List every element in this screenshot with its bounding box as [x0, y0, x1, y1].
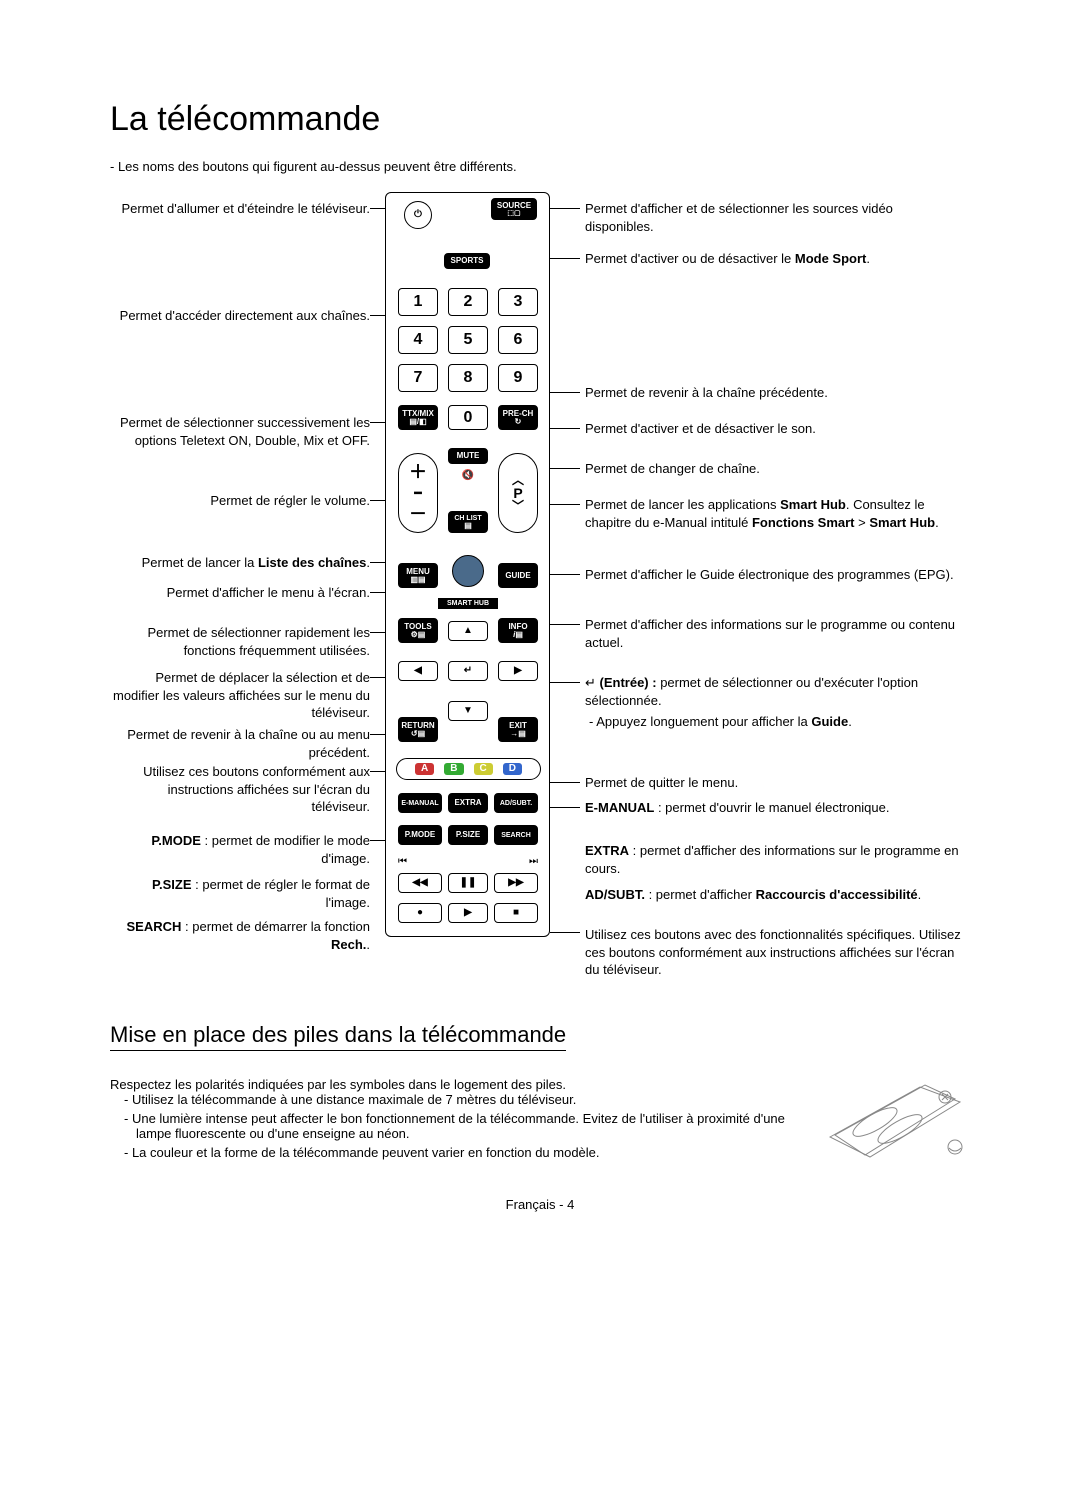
num-9: 9: [498, 364, 538, 392]
top-note: Les noms des boutons qui figurent au-des…: [110, 159, 970, 174]
battery-illustration: [820, 1077, 970, 1167]
page-title: La télécommande: [110, 100, 970, 139]
callout-menu: Permet d'afficher le menu à l'écran.: [110, 584, 370, 602]
callout-volume: Permet de régler le volume.: [110, 492, 370, 510]
callout-chlist: Permet de lancer la Liste des chaînes.: [110, 554, 370, 572]
callout-guide: Permet d'afficher le Guide électronique …: [585, 566, 965, 584]
mute-button: MUTE: [448, 448, 488, 464]
channel-rocker: ︿ P ﹀: [498, 453, 538, 533]
num-3: 3: [498, 288, 538, 316]
callout-sports: Permet d'activer ou de désactiver le Mod…: [585, 250, 965, 268]
enter-button: ↵: [448, 661, 488, 681]
remote-diagram: Permet d'allumer et d'éteindre le télévi…: [110, 192, 970, 992]
callout-return: Permet de revenir à la chaîne ou au menu…: [110, 726, 370, 761]
batteries-title: Mise en place des piles dans la télécomm…: [110, 1022, 566, 1051]
mute-icon: 🔇: [454, 468, 482, 483]
play-button: ▶: [448, 903, 488, 923]
callout-channels: Permet d'accéder directement aux chaînes…: [110, 307, 370, 325]
callout-extra: EXTRA : permet d'afficher des informatio…: [585, 842, 965, 877]
callout-playback: Utilisez ces boutons avec des fonctionna…: [585, 926, 965, 979]
callout-exit: Permet de quitter le menu.: [585, 774, 965, 792]
exit-button: EXIT→▤: [498, 717, 538, 742]
arrow-up: ▲: [448, 621, 488, 641]
volume-rocker: ＋ ━ －: [398, 453, 438, 533]
callout-source: Permet d'afficher et de sélectionner les…: [585, 200, 965, 235]
callout-info: Permet d'afficher des informations sur l…: [585, 616, 965, 651]
callout-prech: Permet de revenir à la chaîne précédente…: [585, 384, 965, 402]
psize-button: P.SIZE: [448, 825, 488, 845]
callout-mute: Permet d'activer et de désactiver le son…: [585, 420, 965, 438]
prech-button: PRE-CH↻: [498, 405, 538, 430]
num-6: 6: [498, 326, 538, 354]
source-button: SOURCE⬚▢: [491, 198, 537, 220]
remote-body: ⏻ SOURCE⬚▢ SPORTS 1 2 3 4 5 6 7 8 9 TTX/…: [385, 192, 550, 937]
info-button: INFOi▤: [498, 618, 538, 643]
num-7: 7: [398, 364, 438, 392]
callout-psize: P.SIZE : permet de régler le format de l…: [110, 876, 370, 911]
batteries-intro: Respectez les polarités indiquées par le…: [110, 1077, 800, 1092]
next-track-icon: ⏭: [529, 855, 538, 869]
callout-chan: Permet de changer de chaîne.: [585, 460, 965, 478]
forward-button: ▶▶: [494, 873, 538, 893]
sports-button: SPORTS: [444, 253, 490, 269]
rewind-button: ◀◀: [398, 873, 442, 893]
return-button: RETURN↺▤: [398, 717, 438, 742]
arrow-left: ◀: [398, 661, 438, 681]
battery-note-1: Utilisez la télécommande à une distance …: [124, 1092, 800, 1107]
emanual-button: E-MANUAL: [398, 793, 442, 813]
search-button: SEARCH: [494, 825, 538, 845]
stop-button: ■: [494, 903, 538, 923]
prev-track-icon: ⏮: [398, 855, 407, 869]
chlist-button: CH LIST▤: [448, 511, 488, 533]
extra-button: EXTRA: [448, 793, 488, 813]
num-4: 4: [398, 326, 438, 354]
smarthub-button: [452, 555, 484, 587]
num-2: 2: [448, 288, 488, 316]
callout-enter: ↵ (Entrée) : permet de sélectionner ou d…: [585, 674, 965, 731]
battery-note-3: La couleur et la forme de la télécommand…: [124, 1145, 800, 1160]
arrow-right: ▶: [498, 661, 538, 681]
num-8: 8: [448, 364, 488, 392]
menu-button: MENU▥▤: [398, 563, 438, 588]
pause-button: ❚❚: [448, 873, 488, 893]
abcd-row: A B C D: [396, 758, 541, 780]
callout-power: Permet d'allumer et d'éteindre le télévi…: [110, 200, 370, 218]
callout-pmode: P.MODE : permet de modifier le mode d'im…: [110, 832, 370, 867]
ttx-button: TTX/MIX▤/◧: [398, 405, 438, 430]
callout-ttx: Permet de sélectionner successivement le…: [110, 414, 370, 449]
adsubt-button: AD/SUBT.: [494, 793, 538, 813]
callout-move: Permet de déplacer la sélection et de mo…: [110, 669, 370, 722]
batteries-section: Respectez les polarités indiquées par le…: [110, 1077, 970, 1167]
callout-adsubt: AD/SUBT. : permet d'afficher Raccourcis …: [585, 886, 965, 904]
record-button: ●: [398, 903, 442, 923]
num-5: 5: [448, 326, 488, 354]
guide-button: GUIDE: [498, 563, 538, 588]
power-button: ⏻: [404, 201, 432, 229]
page-footer: Français - 4: [110, 1197, 970, 1212]
callout-emanual: E-MANUAL : permet d'ouvrir le manuel éle…: [585, 799, 965, 817]
num-0: 0: [448, 405, 488, 430]
num-1: 1: [398, 288, 438, 316]
callout-search: SEARCH : permet de démarrer la fonction …: [110, 918, 370, 953]
arrow-down: ▼: [448, 701, 488, 721]
pmode-button: P.MODE: [398, 825, 442, 845]
smarthub-label: SMART HUB: [438, 598, 498, 609]
tools-button: TOOLS⚙▤: [398, 618, 438, 643]
battery-note-2: Une lumière intense peut affecter le bon…: [124, 1111, 800, 1141]
callout-tools: Permet de sélectionner rapidement les fo…: [110, 624, 370, 659]
callout-abcd: Utilisez ces boutons conformément aux in…: [110, 763, 370, 816]
callout-smarthub: Permet de lancer les applications Smart …: [585, 496, 965, 531]
